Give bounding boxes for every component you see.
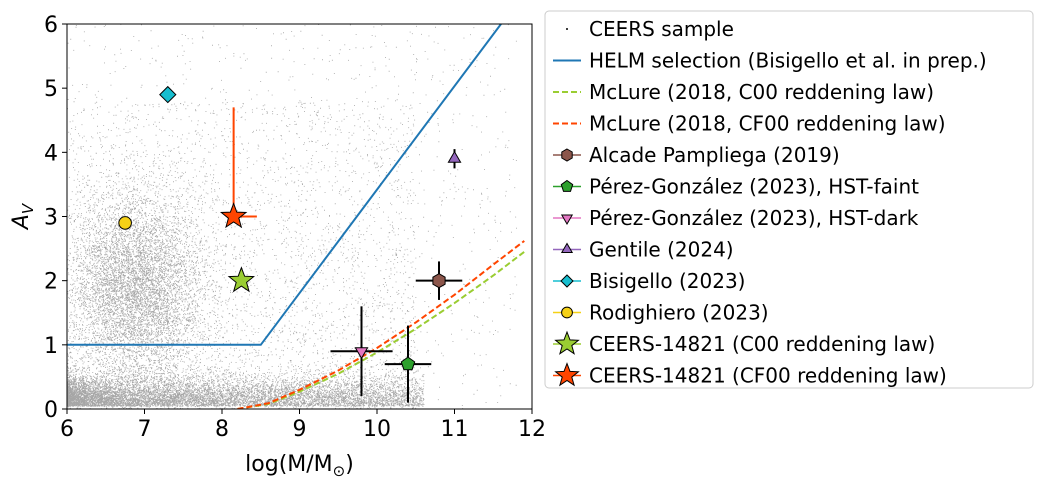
gentile-2024-group <box>447 149 462 169</box>
y-tick-label: 3 <box>44 206 58 231</box>
x-tick-label: 10 <box>363 417 391 442</box>
ceers-14821-cf00-reddening-law-point <box>219 202 248 229</box>
legend-marker-icon <box>560 214 574 225</box>
legend-label: McLure (2018, CF00 reddening law) <box>589 112 946 136</box>
legend-label: CEERS sample <box>589 17 734 41</box>
x-tick-label: 9 <box>293 417 307 442</box>
bisigello-2023-point <box>159 85 177 104</box>
legend-box <box>544 10 1034 389</box>
legend-item-rodighiero-2023: Rodighiero (2023) <box>553 301 769 325</box>
x-axis-label: log(M/M⊙) <box>245 452 354 480</box>
legend-item-ceers-14821-c00-reddening-law: CEERS-14821 (C00 reddening law) <box>553 330 935 356</box>
legend-item-helm-selection-bisigello-et-al-in-prep: HELM selection (Bisigello et al. in prep… <box>553 49 987 73</box>
legend-item-ceers-14821-cf00-reddening-law: CEERS-14821 (CF00 reddening law) <box>553 362 947 388</box>
alcade-pampliega-2019-group <box>415 261 463 300</box>
y-tick-label: 1 <box>44 334 58 359</box>
ceers-14821-c00-reddening-law-point <box>227 266 256 293</box>
p-rez-gonz-lez-2023-hst-faint-group <box>384 325 432 403</box>
legend-label: HELM selection (Bisigello et al. in prep… <box>589 49 987 73</box>
x-tick-label: 12 <box>518 417 546 442</box>
legend-marker-icon <box>560 242 574 253</box>
legend-item-mclure-2018-c00-reddening-law: McLure (2018, C00 reddening law) <box>553 80 934 104</box>
bisigello-2023-group <box>159 85 177 104</box>
y-tick-label: 5 <box>44 77 58 102</box>
rodighiero-2023-point <box>118 216 132 230</box>
legend-item-p-rez-gonz-lez-2023-hst-dark: Pérez-González (2023), HST-dark <box>553 206 919 230</box>
p-rez-gonz-lez-2023-hst-faint-point <box>400 356 416 371</box>
y-axis-label: AV <box>9 202 37 231</box>
y-tick-label: 6 <box>44 13 58 38</box>
gentile-2024-point <box>447 150 462 163</box>
legend-label: Pérez-González (2023), HST-dark <box>589 206 919 230</box>
x-axis-label-sub: ⊙ <box>333 462 346 480</box>
p-rez-gonz-lez-2023-hst-dark-point <box>354 347 369 360</box>
alcade-pampliega-2019-point <box>432 273 446 289</box>
legend-marker-icon <box>561 148 573 162</box>
mclure-2018-cf00-reddening-law-line <box>237 240 525 409</box>
x-tick-label: 11 <box>441 417 469 442</box>
ceers-sample-points <box>67 24 518 409</box>
plot-frame <box>66 23 533 410</box>
ceers-sample-dots <box>67 24 518 409</box>
legend-marker-icon <box>561 306 573 319</box>
legend-item-ceers-sample: CEERS sample <box>566 17 734 41</box>
legend-marker-icon <box>554 330 580 355</box>
legend: CEERS sample HELM selection (Bisigello et… <box>544 10 1034 389</box>
legend-marker-icon <box>560 274 574 288</box>
legend-label: Bisigello (2023) <box>589 269 745 293</box>
mclure-2018-c00-reddening-law-line <box>237 251 525 409</box>
literature-markers <box>118 85 463 403</box>
legend-label: McLure (2018, C00 reddening law) <box>589 80 934 104</box>
ceers-14821-c00-reddening-law-group <box>227 266 256 293</box>
legend-dot-icon <box>566 28 568 30</box>
y-tick-label: 4 <box>44 141 58 166</box>
legend-label: Pérez-González (2023), HST-faint <box>589 175 919 199</box>
legend-label: Alcade Pampliega (2019) <box>589 143 840 167</box>
legend-item-bisigello-2023: Bisigello (2023) <box>553 269 745 293</box>
x-tick-label: 6 <box>60 417 74 442</box>
y-tick-label: 2 <box>44 270 58 295</box>
helm-selection-bisigello-et-al-in-prep-line <box>67 24 502 346</box>
legend-item-gentile-2024: Gentile (2024) <box>553 238 734 262</box>
y-tick-label: 0 <box>44 398 58 423</box>
rodighiero-2023-group <box>118 216 132 230</box>
x-tick-label: 8 <box>215 417 229 442</box>
legend-item-p-rez-gonz-lez-2023-hst-faint: Pérez-González (2023), HST-faint <box>553 175 919 199</box>
y-axis-label-sub: V <box>19 202 37 214</box>
legend-marker-icon <box>560 179 574 192</box>
y-axis-label-main: A <box>9 214 34 231</box>
x-axis-label-close: ) <box>345 452 354 477</box>
model-lines <box>67 24 525 409</box>
legend-item-alcade-pampliega-2019: Alcade Pampliega (2019) <box>553 143 840 167</box>
legend-marker-icon <box>554 362 580 387</box>
x-tick-label: 7 <box>138 417 152 442</box>
legend-label: CEERS-14821 (CF00 reddening law) <box>589 364 947 388</box>
legend-label: Rodighiero (2023) <box>589 301 769 325</box>
legend-label: CEERS-14821 (C00 reddening law) <box>589 332 935 356</box>
ceers-14821-cf00-reddening-law-group <box>219 107 257 229</box>
p-rez-gonz-lez-2023-hst-dark-group <box>330 306 393 397</box>
legend-item-mclure-2018-cf00-reddening-law: McLure (2018, CF00 reddening law) <box>553 112 946 136</box>
x-axis-label-main: log(M/M <box>245 452 333 477</box>
legend-label: Gentile (2024) <box>589 238 734 262</box>
